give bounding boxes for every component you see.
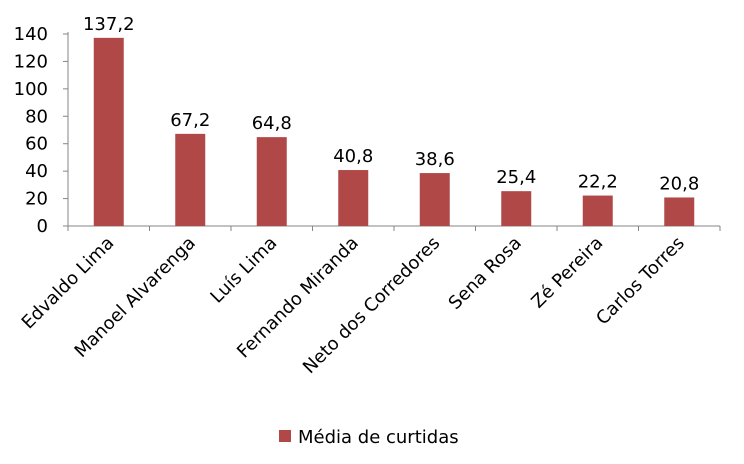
x-axis [67,225,721,231]
bar [256,137,287,226]
y-tick-label: 100 [14,79,48,100]
bar [93,37,124,227]
y-tick-label: 20 [25,189,48,210]
category-label: Sena Rosa [445,233,526,314]
data-labels-group: 137,2 67,2 64,8 40,8 38,6 25,4 22,2 20,8 [83,14,699,195]
bar-value-label: 67,2 [170,110,210,131]
bar-value-label: 25,4 [496,167,536,188]
legend: Média de curtidas [279,427,459,448]
bar [582,195,613,226]
y-tick-label: 60 [25,134,48,155]
bar [419,173,450,226]
bar [338,170,369,226]
bar-value-label: 64,8 [252,113,292,134]
category-label: Zé Pereira [527,233,607,313]
category-label: Neto dos Corredores [299,233,444,378]
bars-group [93,37,695,227]
y-tick-label: 0 [37,216,48,237]
bar-value-label: 22,2 [578,172,618,193]
bar-value-label: 20,8 [659,173,699,194]
y-tick-label: 80 [25,106,48,127]
y-axis: 0 20 40 60 80 100 120 140 [14,24,69,237]
bar [664,197,695,226]
bar [175,133,206,226]
y-tick-label: 40 [25,161,48,182]
bar [501,191,532,226]
bar-value-label: 40,8 [333,146,373,167]
bar-value-label: 38,6 [415,149,455,170]
legend-swatch [279,430,291,442]
legend-label: Média de curtidas [298,427,459,448]
y-tick-label: 120 [14,51,48,72]
y-tick-label: 140 [14,24,48,45]
bar-value-label: 137,2 [83,14,135,35]
category-label: Luís Lima [206,233,281,308]
